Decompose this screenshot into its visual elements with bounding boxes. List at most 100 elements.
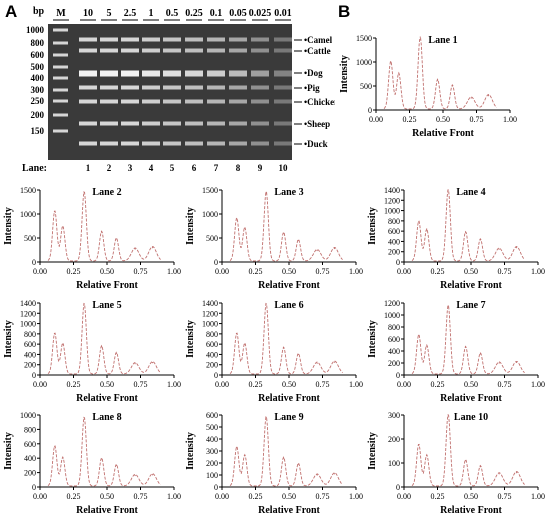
y-tick-label: 200 — [388, 359, 400, 368]
sample-band — [207, 70, 225, 77]
y-tick-label: 100 — [206, 471, 218, 480]
curve-peak — [115, 464, 117, 466]
bp-unit-label: bp — [33, 6, 45, 17]
sample-band — [229, 85, 247, 90]
sample-band — [229, 37, 247, 42]
y-tick-label: 200 — [24, 361, 36, 370]
x-tick-label: 0.00 — [397, 267, 411, 276]
lane-number: 3 — [128, 163, 133, 173]
sample-band — [185, 48, 203, 53]
y-tick-label: 1000 — [20, 320, 36, 329]
y-tick-label: 400 — [388, 237, 400, 246]
curve-peak — [83, 417, 85, 419]
sample-band — [207, 121, 225, 126]
curve-peak — [487, 95, 490, 97]
sample-band — [274, 48, 292, 53]
curve-peak — [151, 362, 154, 364]
concentration-label: 0.01 — [274, 8, 292, 19]
species-label: •Pig — [304, 83, 320, 93]
sample-band — [185, 141, 203, 146]
sample-band — [163, 37, 181, 42]
plot-title: Lane 4 — [456, 187, 485, 198]
intensity-curve — [411, 304, 525, 375]
curve-peak — [134, 474, 136, 477]
marker-band — [53, 88, 68, 92]
marker-band — [53, 129, 68, 133]
curve-peak — [419, 36, 421, 38]
x-tick-label: 0.75 — [134, 267, 148, 276]
sample-band — [185, 37, 203, 42]
y-tick-label: 1000 — [384, 207, 400, 216]
x-tick-label: 0.50 — [282, 492, 296, 501]
curve-peak — [498, 248, 500, 250]
plot-title: Lane 9 — [274, 412, 303, 423]
x-tick-label: 0.25 — [67, 267, 81, 276]
curve-peak — [333, 247, 336, 250]
curve-peak — [515, 247, 518, 249]
sample-band — [185, 70, 203, 77]
curve-peak — [447, 305, 449, 307]
curve-peak — [54, 211, 56, 213]
curve-peak — [283, 347, 285, 349]
lane-plot-3: Lane 3 0 500 1000 1500 0.00 0.25 0.50 0.75 1.00 Re… — [185, 186, 363, 291]
lane-number: 1 — [86, 163, 91, 173]
curve-peak — [498, 362, 500, 364]
sample-band — [229, 70, 247, 77]
concentration-label: 0.5 — [166, 8, 179, 19]
curve-peak — [283, 457, 285, 459]
curve-peak — [479, 353, 481, 355]
plot-title: Lane 8 — [92, 412, 121, 423]
curve-peak — [465, 232, 467, 234]
y-tick-label: 1000 — [384, 311, 400, 320]
curve-peak — [297, 353, 299, 356]
sample-band — [79, 85, 97, 90]
curve-peak — [418, 221, 420, 223]
x-tick-label: 0.75 — [134, 380, 148, 389]
y-tick-label: 1200 — [384, 299, 400, 308]
marker-size-label: 400 — [31, 73, 45, 83]
sample-band — [207, 99, 225, 104]
curve-peak — [447, 189, 449, 191]
marker-size-label: 150 — [31, 126, 45, 136]
y-axis-label: Intensity — [3, 207, 14, 245]
x-tick-label: 0.00 — [33, 267, 47, 276]
x-tick-label: 1.00 — [531, 380, 545, 389]
sample-band — [251, 85, 269, 90]
y-tick-label: 0 — [396, 371, 400, 380]
lane-number-labels: 1 2 3 4 5 6 7 8 9 10 — [86, 163, 288, 173]
sample-band — [251, 37, 269, 42]
marker-size-label: 600 — [31, 50, 45, 60]
sample-band — [79, 70, 97, 77]
curve-peak — [265, 416, 267, 418]
x-tick-label: 0.25 — [249, 380, 263, 389]
lane-number: 5 — [170, 163, 175, 173]
x-tick-label: 0.00 — [369, 115, 383, 124]
y-tick-label: 0 — [214, 371, 218, 380]
sample-band — [121, 37, 139, 42]
y-axis-label: Intensity — [367, 432, 378, 470]
intensity-curve — [229, 416, 343, 487]
sample-band — [207, 141, 225, 146]
marker-band — [53, 41, 68, 45]
y-tick-label: 200 — [24, 469, 36, 478]
sample-band — [142, 99, 160, 104]
lane-number: 6 — [192, 163, 197, 173]
marker-size-label: 500 — [31, 62, 45, 72]
marker-size-label: 1000 — [26, 25, 45, 35]
y-tick-label: 1500 — [20, 186, 36, 195]
curve-peak — [62, 457, 64, 459]
x-tick-label: 0.50 — [100, 492, 114, 501]
curve-peak — [316, 474, 318, 476]
y-tick-label: 400 — [206, 435, 218, 444]
curve-peak — [515, 361, 518, 363]
curve-peak — [465, 346, 467, 348]
sample-band — [274, 141, 292, 146]
species-label: •Dog — [304, 68, 323, 78]
gel-electrophoresis-figure: bp M 10 5 2.5 1 0.5 0.25 0.1 0.05 0.025 0.01 1000 8… — [22, 6, 335, 174]
sample-band — [163, 141, 181, 146]
curve-peak — [115, 238, 117, 240]
marker-size-label: 250 — [31, 96, 45, 106]
concentration-label: 10 — [83, 8, 93, 19]
curve-peak — [134, 363, 136, 365]
